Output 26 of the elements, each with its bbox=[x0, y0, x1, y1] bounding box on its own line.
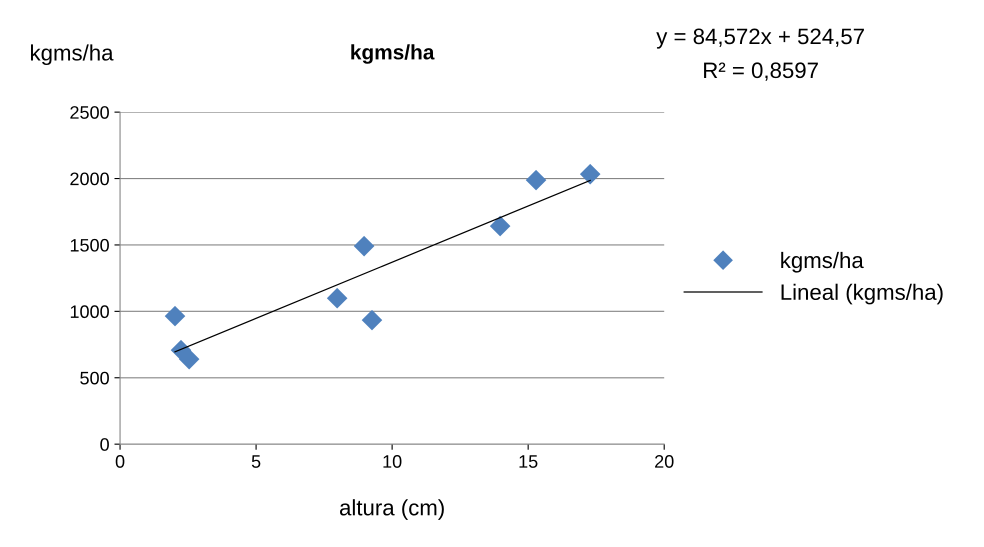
y-tick-label: 2000 bbox=[70, 172, 109, 186]
point bbox=[362, 310, 382, 330]
y-tick-label: 0 bbox=[100, 438, 109, 451]
point bbox=[326, 288, 348, 309]
point bbox=[354, 236, 374, 256]
x-tick-label: 20 bbox=[655, 455, 674, 468]
chart-title: kgms/ha bbox=[351, 44, 435, 64]
x-tick-label: 0 bbox=[116, 455, 124, 468]
y-axis-title: kgms/ha bbox=[31, 44, 114, 66]
point bbox=[178, 348, 200, 370]
legend-label: Lineal (kgms/ha) bbox=[782, 284, 943, 304]
x-axis-title: altura (cm) bbox=[340, 499, 444, 520]
x-tick-label: 5 bbox=[252, 455, 260, 468]
x-tick-label: 15 bbox=[520, 455, 538, 468]
y-tick-label: 1500 bbox=[70, 238, 109, 252]
y-tick-label: 2500 bbox=[70, 106, 109, 119]
x-tick-label: 10 bbox=[383, 455, 402, 468]
point bbox=[490, 216, 510, 236]
point bbox=[164, 306, 186, 326]
y-tick-label: 1000 bbox=[70, 305, 109, 318]
text: y = 84,572x + 524,57 bbox=[656, 28, 864, 49]
legend-label: kgms/ha bbox=[781, 252, 864, 273]
point bbox=[580, 164, 600, 184]
y-tick-label: 500 bbox=[80, 372, 109, 384]
text: R² = 0,8597 bbox=[704, 62, 818, 81]
point bbox=[526, 170, 546, 190]
